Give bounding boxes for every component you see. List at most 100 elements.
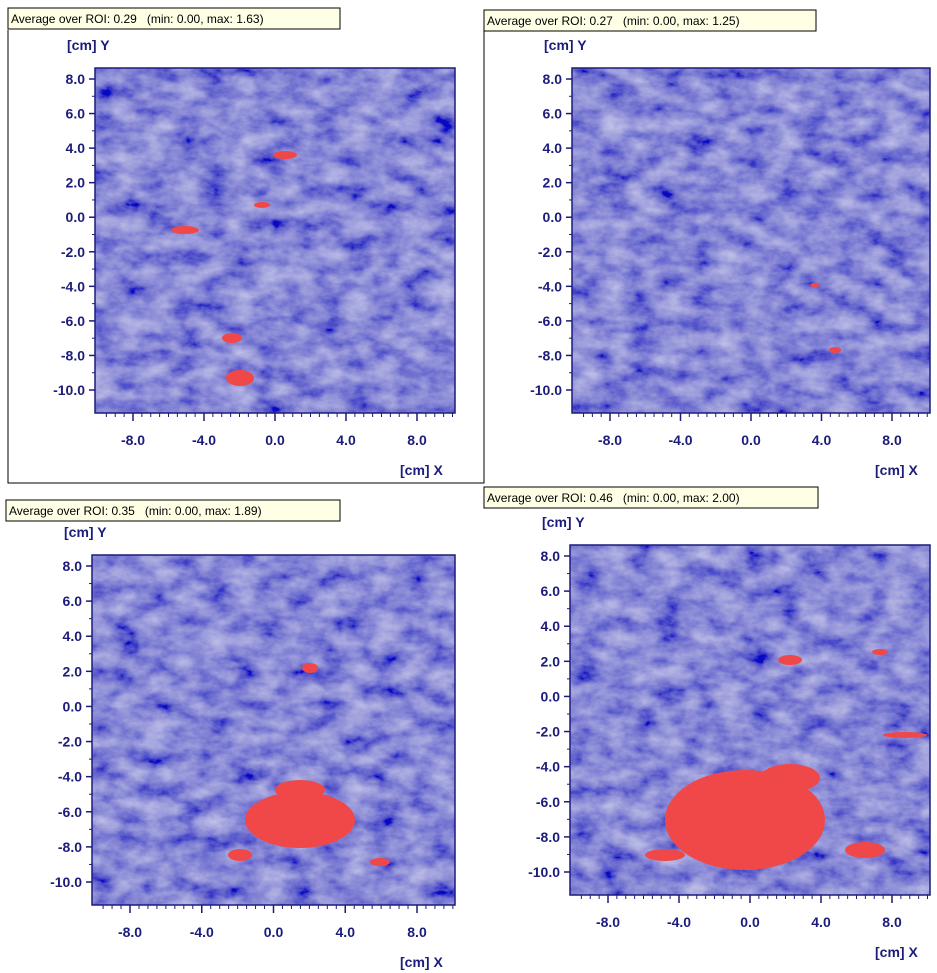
x-tick-label: -4.0 — [190, 924, 214, 940]
y-tick-label: -2.0 — [538, 244, 562, 260]
x-tick-label: 0.0 — [264, 924, 284, 940]
y-tick-label: -6.0 — [536, 794, 560, 810]
x-tick-label: 4.0 — [811, 914, 831, 930]
y-tick-label: -4.0 — [536, 759, 560, 775]
x-tick-label: 0.0 — [741, 432, 761, 448]
heatmap-texture — [95, 68, 455, 413]
x-axis-label: [cm] X — [400, 462, 443, 478]
hot-region — [254, 202, 270, 208]
hot-region — [171, 226, 199, 234]
y-tick-label: -2.0 — [61, 244, 85, 260]
y-axis-label: [cm] Y — [542, 514, 585, 530]
image-panel: Average over ROI: 0.46 (min: 0.00, max: … — [483, 486, 931, 960]
y-tick-label: -8.0 — [538, 347, 562, 363]
roi-label: Average over ROI: 0.46 (min: 0.00, max: … — [487, 491, 740, 505]
y-tick-label: 2.0 — [541, 653, 561, 669]
hot-region — [275, 780, 325, 800]
x-tick-label: -8.0 — [598, 432, 622, 448]
hot-region — [645, 849, 685, 861]
y-tick-label: -4.0 — [61, 278, 85, 294]
x-tick-label: 8.0 — [407, 924, 427, 940]
image-panel: Average over ROI: 0.27 (min: 0.00, max: … — [483, 9, 931, 478]
x-tick-label: -8.0 — [121, 432, 145, 448]
hot-region — [370, 858, 390, 866]
y-axis-label: [cm] Y — [64, 524, 107, 540]
x-tick-label: -4.0 — [667, 914, 691, 930]
x-tick-label: -4.0 — [668, 432, 692, 448]
y-tick-label: -2.0 — [58, 734, 82, 750]
y-tick-label: 0.0 — [66, 209, 86, 225]
y-tick-label: -10.0 — [50, 874, 82, 890]
x-tick-label: 0.0 — [740, 914, 760, 930]
y-tick-label: -4.0 — [538, 278, 562, 294]
y-tick-label: 8.0 — [543, 71, 563, 87]
hot-region — [872, 649, 888, 655]
y-tick-label: -6.0 — [538, 313, 562, 329]
heatmap-texture — [92, 555, 455, 905]
hot-region — [665, 770, 825, 870]
y-tick-label: 2.0 — [66, 175, 86, 191]
x-tick-label: 0.0 — [265, 432, 285, 448]
x-tick-label: 8.0 — [407, 432, 427, 448]
y-tick-label: 4.0 — [66, 140, 86, 156]
y-tick-label: 2.0 — [63, 663, 83, 679]
roi-box — [5, 499, 341, 522]
y-axis-label: [cm] Y — [67, 37, 110, 53]
y-tick-label: 8.0 — [63, 558, 83, 574]
x-tick-label: -8.0 — [596, 914, 620, 930]
hot-region — [226, 370, 254, 386]
hot-region — [228, 849, 252, 861]
y-tick-label: 8.0 — [66, 71, 86, 87]
x-tick-label: -4.0 — [192, 432, 216, 448]
x-tick-label: -8.0 — [118, 924, 142, 940]
y-tick-label: 6.0 — [63, 593, 83, 609]
y-tick-label: -10.0 — [530, 382, 562, 398]
y-tick-label: -8.0 — [58, 839, 82, 855]
y-tick-label: 8.0 — [541, 548, 561, 564]
frame-line — [7, 30, 485, 484]
hot-region — [302, 663, 318, 673]
y-tick-label: 4.0 — [63, 628, 83, 644]
y-tick-label: 6.0 — [66, 106, 86, 122]
roi-label: Average over ROI: 0.29 (min: 0.00, max: … — [11, 12, 264, 26]
x-tick-label: 4.0 — [336, 432, 356, 448]
x-tick-label: 8.0 — [882, 914, 902, 930]
hot-region — [810, 283, 820, 287]
x-tick-label: 4.0 — [336, 924, 356, 940]
x-axis-label: [cm] X — [875, 944, 918, 960]
y-tick-label: -8.0 — [61, 347, 85, 363]
y-tick-label: 6.0 — [543, 106, 563, 122]
y-tick-label: 0.0 — [541, 688, 561, 704]
y-tick-label: 4.0 — [541, 618, 561, 634]
y-tick-label: -10.0 — [53, 382, 85, 398]
hot-region — [845, 842, 885, 858]
x-tick-label: 4.0 — [812, 432, 832, 448]
y-tick-label: 4.0 — [543, 140, 563, 156]
hot-region — [760, 764, 820, 792]
heatmap-texture — [572, 68, 930, 413]
y-tick-label: 6.0 — [541, 583, 561, 599]
roi-label: Average over ROI: 0.27 (min: 0.00, max: … — [487, 14, 740, 28]
roi-box — [483, 9, 817, 32]
y-tick-label: -10.0 — [528, 864, 560, 880]
y-tick-label: 0.0 — [543, 209, 563, 225]
hot-region — [245, 792, 355, 848]
roi-label: Average over ROI: 0.35 (min: 0.00, max: … — [9, 504, 262, 518]
roi-box — [483, 486, 819, 509]
x-axis-label: [cm] X — [400, 954, 443, 970]
y-tick-label: -2.0 — [536, 724, 560, 740]
image-panel: Average over ROI: 0.29 (min: 0.00, max: … — [7, 7, 456, 478]
x-axis-label: [cm] X — [875, 462, 918, 478]
hot-region — [222, 333, 242, 343]
hot-region — [273, 151, 297, 159]
roi-box — [7, 7, 341, 30]
y-tick-label: -8.0 — [536, 829, 560, 845]
y-tick-label: -4.0 — [58, 769, 82, 785]
hot-region — [883, 732, 927, 738]
y-tick-label: 0.0 — [63, 698, 83, 714]
y-tick-label: -6.0 — [61, 313, 85, 329]
x-tick-label: 8.0 — [882, 432, 902, 448]
hot-region — [778, 655, 802, 665]
y-tick-label: -6.0 — [58, 804, 82, 820]
